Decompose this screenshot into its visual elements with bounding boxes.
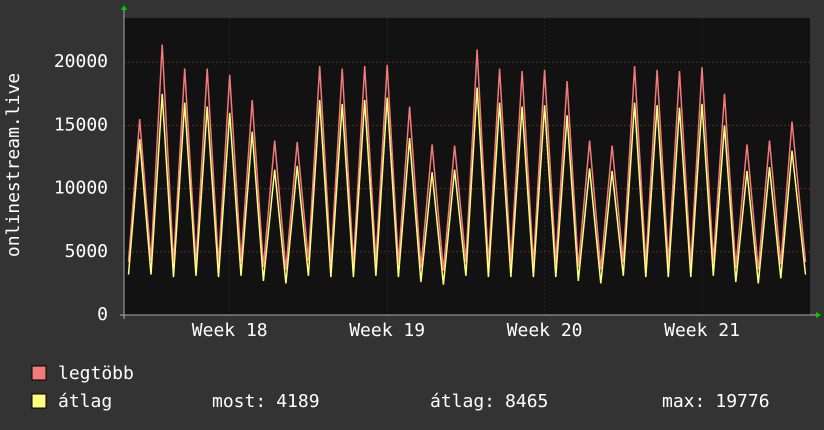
x-tick-label: Week 19: [349, 320, 425, 341]
stat-value: 4189: [276, 391, 319, 412]
stat-label: most:: [212, 391, 266, 412]
stat: átlag: 8465: [430, 391, 548, 412]
axis-arrow: [121, 5, 127, 10]
x-tick-label: Week 18: [192, 320, 268, 341]
legend-swatch: [31, 393, 47, 409]
y-tick-label: 0: [97, 304, 108, 325]
stat: most: 4189: [212, 391, 320, 412]
y-axis-label: onlinestream.live: [3, 73, 24, 257]
legend-label: legtöbb: [58, 363, 134, 384]
stat-value: 19776: [715, 391, 769, 412]
y-tick-label: 5000: [65, 241, 108, 262]
series-line: [127, 44, 807, 271]
x-tick-label: Week 21: [664, 320, 740, 341]
legend-swatch: [31, 365, 47, 381]
stat-label: átlag:: [430, 391, 495, 412]
y-tick-label: 20000: [54, 51, 108, 72]
legend-label: átlag: [58, 391, 112, 412]
x-tick-label: Week 20: [507, 320, 583, 341]
stat-label: max:: [662, 391, 705, 412]
axis-arrow: [816, 312, 821, 318]
stat-value: 8465: [505, 391, 548, 412]
y-tick-label: 10000: [54, 178, 108, 199]
stat: max: 19776: [662, 391, 770, 412]
y-tick-label: 15000: [54, 114, 108, 135]
series-line: [127, 87, 807, 285]
